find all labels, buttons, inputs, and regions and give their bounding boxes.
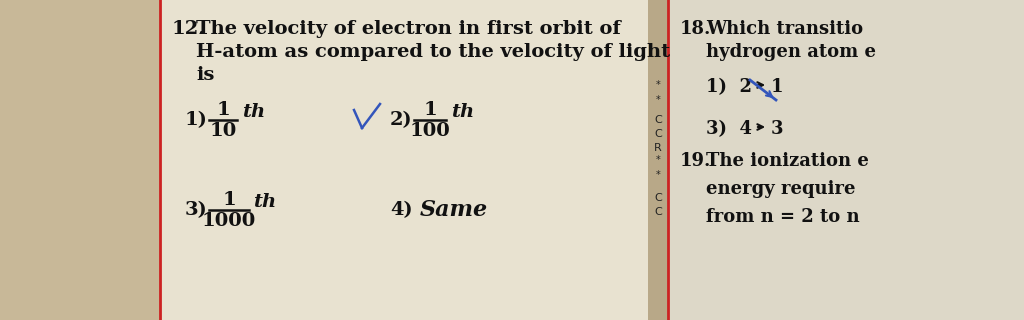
Text: th: th [242, 103, 265, 121]
Text: 19.: 19. [680, 152, 712, 170]
Bar [648, 0, 668, 320]
Text: 3)  4: 3) 4 [706, 120, 752, 138]
Text: 1): 1) [185, 111, 208, 129]
Text: 18.: 18. [680, 20, 712, 38]
Text: H-atom as compared to the velocity of light: H-atom as compared to the velocity of li… [196, 43, 670, 61]
Text: R: R [654, 143, 662, 153]
Text: The ionization e: The ionization e [706, 152, 869, 170]
Text: 1: 1 [222, 191, 236, 209]
Text: 1: 1 [771, 78, 783, 96]
Text: C: C [654, 193, 662, 203]
Text: 1)  2: 1) 2 [706, 78, 752, 96]
Bar [668, 0, 1024, 320]
Text: 1: 1 [216, 101, 229, 119]
Text: energy require: energy require [706, 180, 855, 198]
Text: 10: 10 [209, 122, 237, 140]
Text: *: * [655, 95, 660, 105]
Text: The velocity of electron in first orbit of: The velocity of electron in first orbit … [196, 20, 621, 38]
Text: Which transitio: Which transitio [706, 20, 863, 38]
Text: Same: Same [420, 199, 488, 221]
Text: hydrogen atom e: hydrogen atom e [706, 43, 876, 61]
Text: C: C [654, 129, 662, 139]
Text: from n = 2 to n: from n = 2 to n [706, 208, 859, 226]
Text: 4): 4) [390, 201, 413, 219]
Bar [160, 0, 648, 320]
Text: *: * [655, 170, 660, 180]
Text: *: * [655, 80, 660, 90]
Text: 100: 100 [410, 122, 451, 140]
Text: 3): 3) [185, 201, 208, 219]
Text: is: is [196, 66, 214, 84]
Text: 3: 3 [771, 120, 783, 138]
Text: *: * [655, 155, 660, 165]
Text: th: th [253, 193, 276, 211]
Text: 12.: 12. [172, 20, 206, 38]
Text: 1000: 1000 [202, 212, 256, 230]
Text: th: th [451, 103, 474, 121]
Text: C: C [654, 115, 662, 125]
Text: C: C [654, 207, 662, 217]
Text: 2): 2) [390, 111, 413, 129]
Text: 1: 1 [423, 101, 437, 119]
